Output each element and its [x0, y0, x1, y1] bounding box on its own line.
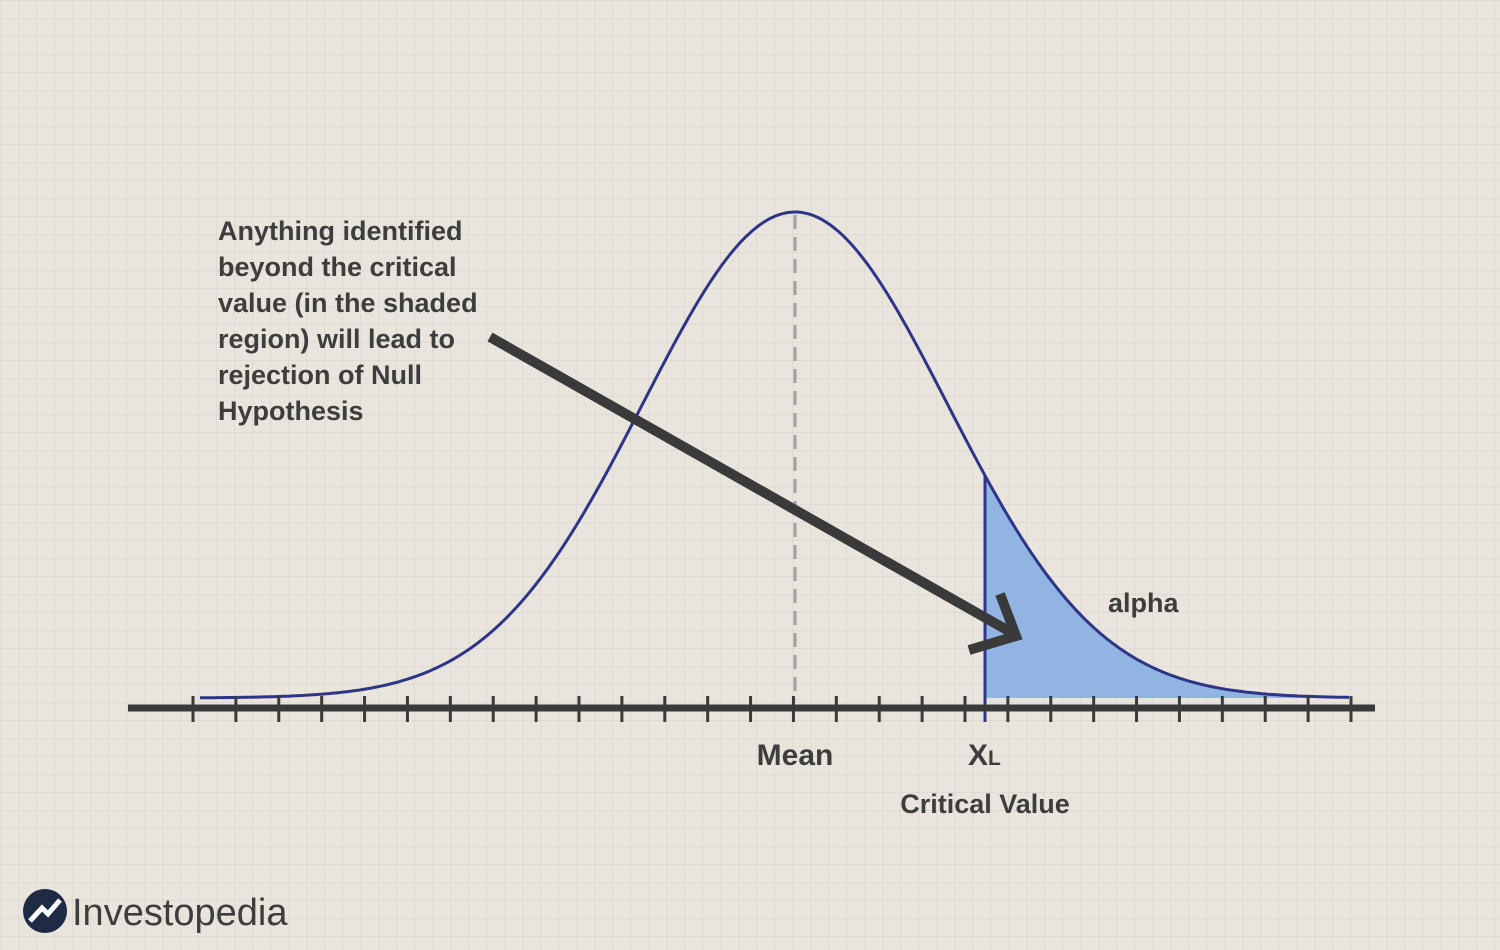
arrow-head — [967, 592, 1023, 655]
logo: Investopedia — [23, 889, 288, 934]
annotation-line: Anything identified — [218, 216, 462, 246]
annotation-line: rejection of Null — [218, 360, 422, 390]
annotation-line: beyond the critical — [218, 252, 457, 282]
axis-ticks — [191, 696, 1353, 722]
critical-subscript: L — [988, 747, 1001, 770]
mean-label: Mean — [757, 739, 834, 772]
annotation-line: value (in the shaded — [218, 288, 478, 318]
critical-symbol-main: X — [968, 739, 988, 772]
critical-value-label: Critical Value — [900, 789, 1070, 819]
alpha-region — [985, 475, 1350, 698]
normal-curve — [200, 210, 1350, 700]
logo-swoosh — [28, 898, 62, 923]
brand: Investopedia — [72, 892, 288, 934]
annotation-line: region) will lead to — [218, 324, 455, 354]
annotation-line: Hypothesis — [218, 396, 364, 426]
arrow-shaft — [487, 332, 1017, 639]
critical-symbol: XL — [968, 739, 1001, 772]
annotation: Anything identified beyond the critical va… — [218, 216, 478, 426]
alpha-label: alpha — [1108, 588, 1180, 618]
